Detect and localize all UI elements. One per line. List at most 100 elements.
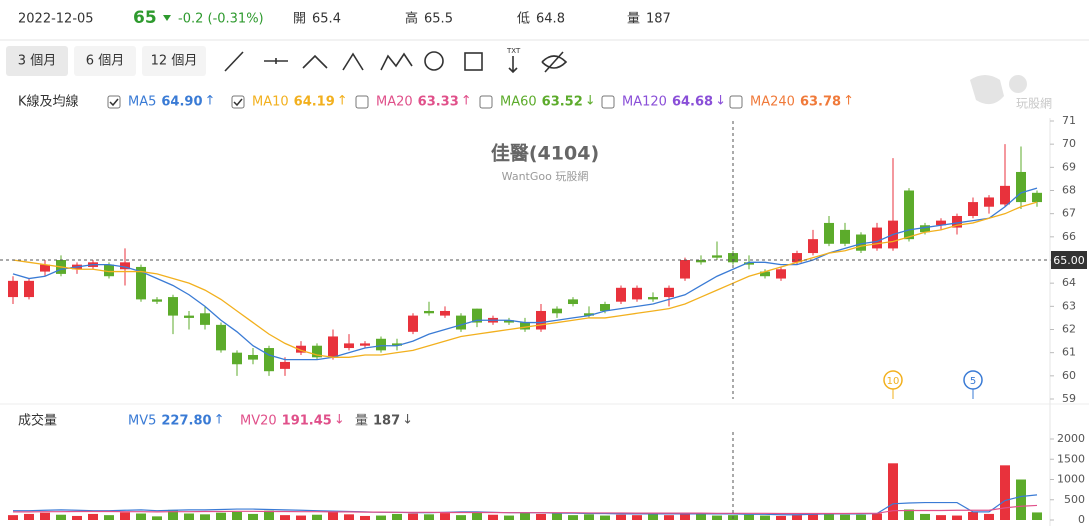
checkbox[interactable] [601,95,615,109]
stat-label: 量 [627,12,640,27]
y-tick-label: 0 [1078,513,1085,526]
mv-line [13,504,1038,515]
tool-text[interactable] [508,56,518,74]
candle-body [392,343,402,346]
volume-bar [568,515,578,520]
range-button-bg [74,46,136,76]
volume-bar [520,512,530,520]
legend-value: 187 [373,414,400,429]
volume-bar [936,515,946,520]
candle-body [824,222,834,244]
price: 65 [133,8,157,28]
candle-body [632,287,642,300]
tool-hide[interactable] [541,51,568,73]
volume-bar [440,513,450,520]
legend-value: 227.80 [161,414,211,429]
logo-text: 玩股網 [1016,97,1052,111]
checkbox[interactable] [231,95,245,109]
y-tick-label: 66 [1062,230,1076,243]
legend-arrow: ↓ [402,413,413,428]
volume-bar [664,515,674,520]
stat-label: 高 [405,11,418,27]
range-button[interactable]: 6 個月 [86,54,124,69]
candle-body [104,264,114,277]
legend-label: MA10 [252,95,289,110]
candle-body [264,348,274,372]
tool-text-label: TXT [506,47,521,55]
tool-wave[interactable] [380,52,413,71]
candle-body [920,225,930,233]
candle-body [776,269,786,279]
candle-body [760,271,770,277]
legend-label: MA240 [750,95,795,110]
volume-bar [408,513,418,520]
candle-body [984,197,994,207]
legend-value: 64.19 [294,95,335,110]
tool-hline[interactable] [264,58,288,64]
checkbox[interactable] [355,95,369,109]
indicator-legend: MA5 64.90 ↑ MA10 64.19 ↑ MA20 63.33 ↑ MA60 63.52 ↓ M… [107,94,854,110]
volume-bar [136,513,146,520]
candle-body [472,308,482,323]
tool-abc[interactable] [342,52,364,71]
volume-bar [104,515,114,520]
legend-arrow: ↓ [715,94,726,109]
checkbox[interactable] [479,95,493,109]
volume-bar [72,515,82,520]
volume-bar [232,511,242,520]
candle-body [328,336,338,358]
volume-bar [504,515,514,520]
tool-rect[interactable] [464,52,483,71]
volume-bar [376,515,386,520]
legend-arrow: ↑ [337,94,348,109]
volume-bar [968,511,978,520]
candle-body [872,227,882,249]
candle-body [440,310,450,316]
marker [883,370,903,390]
legend-value: 63.52 [542,95,583,110]
legend-arrow: ↓ [585,94,596,109]
candle-body [376,338,386,351]
range-button[interactable]: 3 個月 [18,54,56,69]
checkbox[interactable] [729,95,743,109]
volume-bar [200,514,210,520]
tool-line[interactable] [224,51,244,72]
watermark-subtitle: WantGoo 玩股網 [502,169,589,183]
candle-body [344,343,354,349]
y-tick-label: 70 [1062,137,1076,150]
stat-value: 187 [646,12,671,27]
volume-bar [24,513,34,520]
candle-body [536,310,546,330]
volume-bar [120,512,130,520]
legend-value: 191.45 [282,414,332,429]
marker-label: 5 [970,376,976,387]
candle-body [696,260,706,263]
volume-bar [824,513,834,520]
volume-bar [296,515,306,520]
candle-body [136,266,146,300]
candle-body [24,280,34,298]
checkmark [109,98,119,107]
volume-bar [344,514,354,520]
checkbox[interactable] [107,95,121,109]
candle-body [184,315,194,318]
candle-body [152,299,162,302]
candle-body [216,324,226,351]
y-tick-label: 71 [1062,114,1076,127]
tool-circle[interactable] [424,51,444,71]
volume-bar [920,513,930,520]
logo-mark [1009,75,1027,93]
range-button[interactable]: 12 個月 [151,54,198,69]
tool-angle[interactable] [302,54,328,69]
y-tick-label: 69 [1062,160,1076,173]
y-tick-label: 67 [1062,207,1076,220]
volume-bar [1000,465,1010,520]
y-tick-label: 59 [1062,392,1076,405]
date: 2022-12-05 [18,12,94,27]
indicator-title: K線及均線 [18,94,79,110]
volume-bar [248,513,258,520]
volume-bar [328,511,338,520]
candle-body [808,239,818,254]
volume-bar [360,515,370,520]
